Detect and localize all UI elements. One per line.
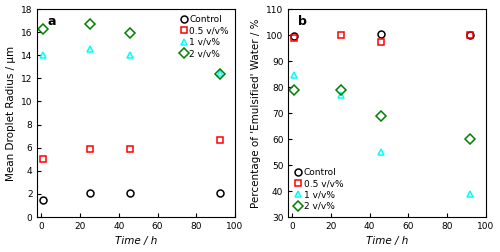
0.5 v/v%: [87, 147, 93, 150]
0.5 v/v%: [291, 36, 297, 39]
Line: Control: Control: [290, 30, 474, 40]
2 v/v%: [378, 114, 384, 117]
2 v/v%: [40, 27, 46, 30]
0.5 v/v%: [378, 40, 384, 43]
1 v/v%: [338, 93, 344, 96]
Line: 1 v/v%: 1 v/v%: [40, 46, 223, 76]
Control: [40, 198, 46, 201]
Line: 0.5 v/v%: 0.5 v/v%: [290, 32, 474, 45]
1 v/v%: [128, 54, 134, 57]
Line: 2 v/v%: 2 v/v%: [40, 21, 223, 77]
Legend: Control, 0.5 v/v%, 1 v/v%, 2 v/v%: Control, 0.5 v/v%, 1 v/v%, 2 v/v%: [293, 166, 345, 212]
0.5 v/v%: [40, 158, 46, 161]
2 v/v%: [128, 32, 134, 35]
2 v/v%: [87, 23, 93, 26]
Control: [87, 191, 93, 194]
1 v/v%: [40, 54, 46, 57]
Line: 2 v/v%: 2 v/v%: [290, 86, 474, 143]
Control: [468, 34, 473, 37]
Legend: Control, 0.5 v/v%, 1 v/v%, 2 v/v%: Control, 0.5 v/v%, 1 v/v%, 2 v/v%: [178, 14, 231, 60]
2 v/v%: [338, 88, 344, 91]
2 v/v%: [468, 138, 473, 141]
Control: [378, 32, 384, 35]
Text: b: b: [298, 15, 307, 28]
X-axis label: Time / h: Time / h: [115, 236, 158, 246]
0.5 v/v%: [128, 147, 134, 150]
2 v/v%: [291, 88, 297, 91]
Control: [216, 191, 222, 194]
0.5 v/v%: [216, 138, 222, 141]
Text: a: a: [48, 15, 56, 28]
Y-axis label: Percentage of 'Emulsified' Water / %: Percentage of 'Emulsified' Water / %: [250, 18, 260, 208]
Line: Control: Control: [40, 189, 223, 203]
0.5 v/v%: [468, 34, 473, 37]
1 v/v%: [216, 71, 222, 74]
2 v/v%: [216, 72, 222, 75]
1 v/v%: [378, 150, 384, 153]
Control: [128, 191, 134, 194]
1 v/v%: [87, 48, 93, 51]
Y-axis label: Mean Droplet Radius / μm: Mean Droplet Radius / μm: [6, 45, 16, 181]
0.5 v/v%: [338, 34, 344, 37]
Line: 0.5 v/v%: 0.5 v/v%: [40, 136, 223, 163]
1 v/v%: [291, 74, 297, 77]
Control: [291, 35, 297, 38]
X-axis label: Time / h: Time / h: [366, 236, 408, 246]
1 v/v%: [468, 192, 473, 195]
Line: 1 v/v%: 1 v/v%: [290, 72, 474, 197]
